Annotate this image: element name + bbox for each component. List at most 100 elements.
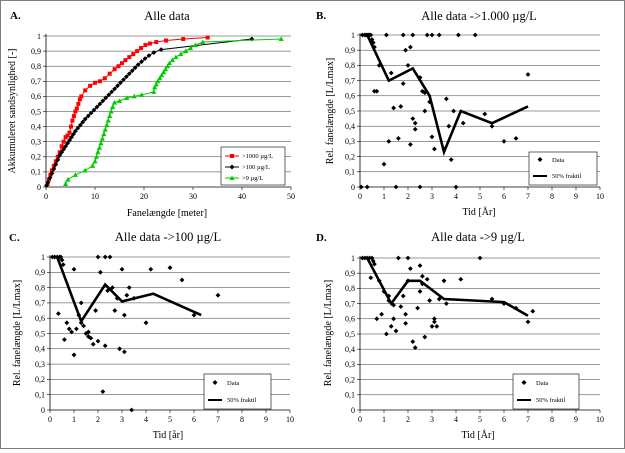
panel-a-series-3-point [164, 63, 171, 69]
panel-a-series-3-point [153, 81, 159, 87]
panel-a-series-1-point [107, 71, 112, 76]
panel-d-x-tick-label: 6 [502, 415, 506, 424]
panel-d-y-tick-label: 0,3 [345, 360, 355, 369]
panel-b-legend: Data 50% fraktil [528, 151, 598, 186]
legend-marker-b-data [537, 157, 543, 162]
panel-b: B. Alle data ->1.000 µg/L 0 0,1 0,2 0,3 0,4 0… [316, 9, 604, 218]
panel-b-y-tick-label: 0,8 [345, 61, 355, 70]
panel-a-series-2-point [97, 101, 103, 107]
panel-c-y-tick-label: 0,7 [35, 299, 45, 308]
panel-a-series-2-point [85, 113, 91, 119]
panel-b-y-tick-label: 0,9 [345, 46, 355, 55]
panel-a-series-3-point [102, 127, 108, 132]
panel-a-series-3-point [82, 167, 88, 173]
panel-a-series-3-point [278, 36, 284, 42]
panel-a-series-1-point [131, 52, 136, 57]
panel-b-data-point [372, 88, 377, 94]
panel-c-data-point [93, 308, 98, 313]
panel-b-x-tick-label: 3 [430, 192, 434, 201]
panel-d-data-point [530, 308, 536, 314]
panel-d-x-tick-label: 4 [454, 415, 458, 424]
panel-d-data-point [398, 304, 404, 310]
panel-a-series-3-point [183, 48, 189, 54]
panel-b-x-tick-label: 6 [502, 192, 506, 201]
panel-b-title: Alle data ->1.000 µg/L [421, 9, 537, 23]
panel-a-series-2-point [63, 143, 68, 149]
panel-b-data-point [408, 142, 413, 147]
legend-label-b-median: 50% fraktil [552, 173, 582, 180]
panel-a-series-2-point [49, 171, 55, 176]
panel-d-data-point [417, 263, 423, 268]
panel-a-series-3-point [187, 45, 194, 51]
panel-c-data-point [100, 389, 106, 395]
legend-label-c-median: 50% fraktil [227, 397, 257, 404]
panel-a-series-2-point [91, 107, 97, 113]
panel-a-series-3-point [161, 69, 167, 75]
panel-c-legend: Data 50% fraktil [203, 373, 272, 410]
legend-label-a-s3: >9 µg/L [242, 175, 263, 182]
panel-c-median-line [55, 256, 202, 325]
panel-d-y-tick-label: 0,6 [345, 315, 355, 324]
panel-b-data-point [364, 184, 370, 190]
panel-a-series-2-point [77, 122, 83, 128]
panel-a-series-3-point [65, 176, 71, 182]
panel-a-series-3-point [200, 39, 206, 45]
panel-a-series-3-point [131, 93, 137, 99]
panel-a-series-3-point [110, 104, 116, 109]
panel-c-data-point [112, 308, 118, 313]
panel-a-series-3-point [159, 72, 165, 78]
panel-a-series-2-point [158, 47, 164, 52]
panel-b-data-point [393, 184, 399, 190]
panel-b-data-point [368, 32, 374, 38]
panel-a-series-2-point [146, 53, 152, 59]
panel-a-series-1-point [67, 130, 72, 135]
panel-a-series-2-point [75, 125, 81, 131]
panel-c-data-point [102, 254, 108, 260]
panel-a-series-1-point [127, 55, 132, 60]
panel-c-data-point [117, 346, 122, 352]
panel-d-data-point [477, 255, 483, 261]
panel-d-data-point [417, 289, 423, 294]
panel-a-series-1-line [47, 37, 208, 185]
panel-b-data-point [422, 90, 428, 96]
panel-c-x-tick-label: 6 [192, 415, 196, 424]
panel-a-series-3-point [157, 75, 163, 81]
panel-a-x-tick-label: 30 [189, 192, 197, 201]
panel-c-data-point [98, 269, 103, 275]
panel-b-data-point [417, 184, 423, 190]
panel-a-series-1-point [123, 58, 128, 63]
panel-d-data-point [444, 301, 449, 306]
panel-b-y-tick-label: 0,5 [345, 107, 355, 116]
panel-c-data-point [71, 266, 77, 272]
panel-a-series-2-point [121, 77, 126, 83]
panel-a-series-1-point [181, 37, 186, 42]
panel-b-y-tick-label: 1 [351, 31, 355, 40]
panel-a-series-1-point [88, 83, 93, 88]
panel-b-x-tick-label: 0 [358, 192, 362, 201]
panel-b-data-point [358, 184, 364, 190]
panel-b-data-point [410, 116, 416, 121]
panel-d-data-point [393, 328, 399, 334]
panel-a-series-2-point [103, 95, 109, 101]
panel-a-series-3-point [101, 131, 107, 137]
panel-a-series-1-point [55, 154, 60, 159]
panel-c-data-point [107, 254, 113, 260]
panel-d-data-point [396, 255, 401, 261]
panel-b-y-tick-label: 0,2 [345, 152, 355, 161]
panel-a-series-2-point [57, 152, 63, 158]
panel-a-series-1-point [61, 139, 66, 144]
panel-d-plot: 00,10,20,30,40,50,60,70,80,910 1 2 3 4 5 6 7 8 9 1… [345, 254, 604, 424]
panel-d-data-point [415, 305, 420, 311]
panel-c-title: Alle data ->100 µg/L [115, 230, 221, 244]
panel-c-x-tick-label: 8 [240, 415, 244, 424]
panel-c-data-point [126, 285, 132, 290]
panel-a-y-tick-label: 0 [37, 183, 41, 192]
panel-a-series-1-point [116, 64, 121, 69]
panel-a-series-2-point [129, 68, 135, 74]
panel-a-series-1-point [77, 97, 82, 102]
panel-b-data-point [472, 32, 478, 38]
panel-b-data-point [408, 44, 413, 50]
panel-d-data-point [434, 324, 440, 329]
panel-b-x-tick-label: 2 [406, 192, 410, 201]
panel-c-x-tick-label: 10 [286, 415, 294, 424]
